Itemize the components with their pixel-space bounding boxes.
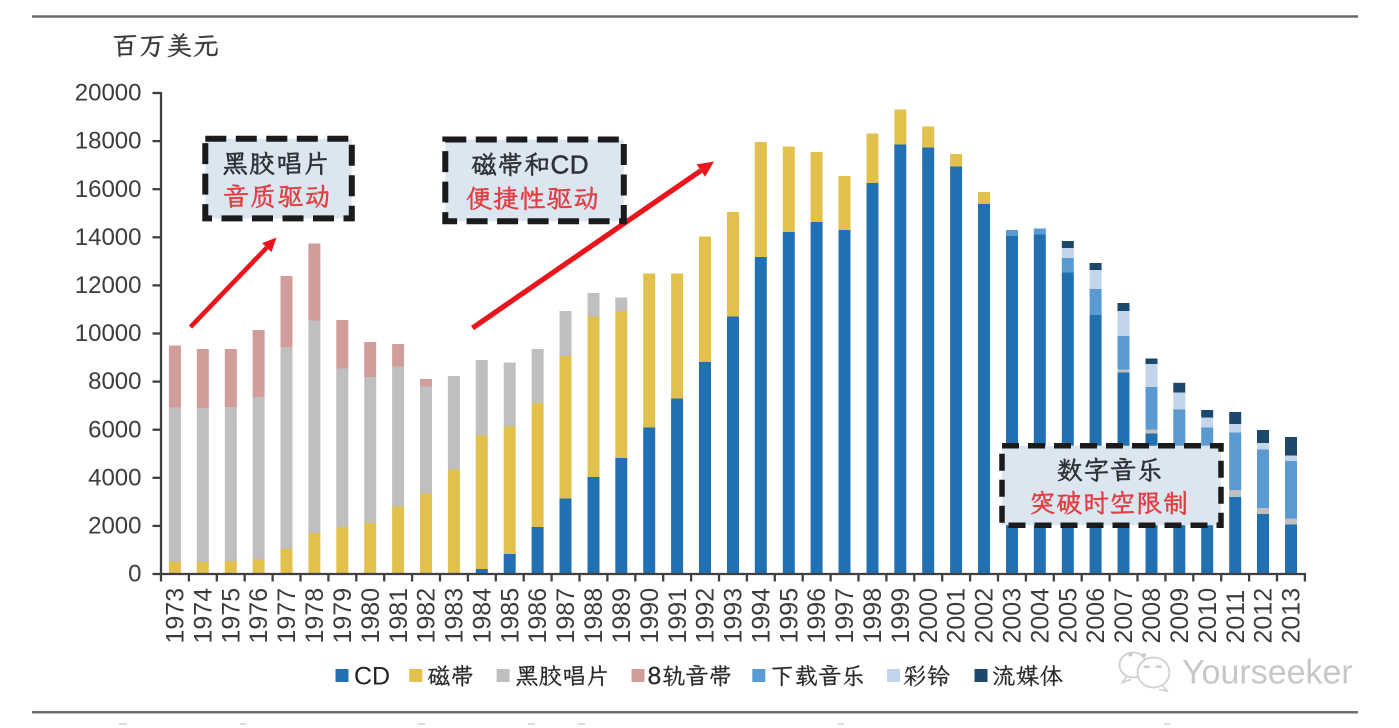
- svg-text:1989: 1989: [608, 588, 636, 644]
- svg-text:1992: 1992: [692, 588, 720, 644]
- svg-text:2009: 2009: [1166, 588, 1194, 644]
- svg-text:1982: 1982: [413, 588, 441, 644]
- svg-text:2000: 2000: [88, 513, 141, 540]
- svg-text:2000: 2000: [915, 588, 943, 644]
- svg-text:6000: 6000: [88, 416, 141, 443]
- svg-text:8000: 8000: [88, 368, 141, 395]
- svg-text:12000: 12000: [75, 272, 142, 299]
- svg-text:2004: 2004: [1026, 588, 1054, 644]
- svg-text:1980: 1980: [357, 588, 385, 644]
- svg-text:14000: 14000: [75, 224, 142, 251]
- svg-text:1974: 1974: [189, 588, 217, 644]
- svg-text:16000: 16000: [75, 176, 142, 203]
- svg-text:2011: 2011: [1222, 590, 1250, 644]
- svg-text:CD: CD: [354, 663, 390, 691]
- svg-text:2001: 2001: [943, 588, 971, 644]
- svg-text:1977: 1977: [273, 588, 301, 644]
- svg-text:1995: 1995: [775, 588, 803, 644]
- svg-text:1998: 1998: [859, 588, 887, 644]
- svg-text:1973: 1973: [162, 588, 190, 644]
- svg-text:1988: 1988: [580, 588, 608, 644]
- svg-text:1991: 1991: [664, 588, 692, 644]
- svg-text:18000: 18000: [75, 128, 142, 155]
- svg-text:0: 0: [128, 561, 141, 588]
- svg-text:2012: 2012: [1250, 588, 1278, 644]
- svg-text:1978: 1978: [301, 588, 329, 644]
- svg-text:2008: 2008: [1138, 588, 1166, 644]
- svg-text:2010: 2010: [1194, 588, 1222, 644]
- svg-text:Yourseeker: Yourseeker: [1182, 654, 1353, 692]
- svg-text:2003: 2003: [999, 588, 1027, 644]
- svg-text:20000: 20000: [75, 80, 142, 107]
- svg-text:1984: 1984: [468, 588, 496, 644]
- svg-text:1979: 1979: [329, 588, 357, 644]
- svg-text:10000: 10000: [75, 320, 142, 347]
- svg-text:4000: 4000: [88, 464, 141, 491]
- svg-text:2002: 2002: [971, 588, 999, 644]
- svg-text:2013: 2013: [1278, 588, 1306, 644]
- svg-text:1994: 1994: [747, 588, 775, 644]
- svg-text:1985: 1985: [496, 588, 524, 644]
- svg-text:1983: 1983: [441, 588, 469, 644]
- svg-text:1976: 1976: [245, 588, 273, 644]
- svg-text:1997: 1997: [831, 588, 859, 644]
- svg-text:2006: 2006: [1082, 588, 1110, 644]
- svg-text:1990: 1990: [636, 588, 664, 644]
- svg-text:1999: 1999: [887, 588, 915, 644]
- svg-text:1986: 1986: [524, 588, 552, 644]
- svg-text:1993: 1993: [720, 588, 748, 644]
- svg-text:1975: 1975: [217, 588, 245, 644]
- svg-text:1981: 1981: [385, 588, 413, 644]
- svg-text:2005: 2005: [1054, 588, 1082, 644]
- svg-text:2007: 2007: [1110, 588, 1138, 644]
- svg-text:1996: 1996: [803, 588, 831, 644]
- svg-text:1987: 1987: [552, 588, 580, 644]
